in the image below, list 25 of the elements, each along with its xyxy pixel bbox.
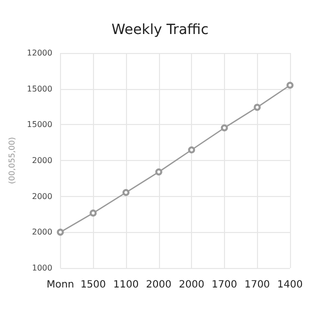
point <box>155 168 162 176</box>
text: 1000 <box>32 264 52 272</box>
y-axis-title: (00,055,00) <box>8 137 16 184</box>
x-tick-label: 1500 <box>80 280 106 290</box>
point <box>254 104 261 111</box>
x-tick-label: 1700 <box>244 280 270 290</box>
point <box>286 82 294 89</box>
text: 15000 <box>26 120 52 130</box>
chart-title: Weekly Traffic <box>111 22 209 38</box>
text: 2000 <box>32 192 52 201</box>
x-tick-label: Monn <box>46 280 74 290</box>
x-tick-label: 1400 <box>277 280 303 290</box>
text: 2000 <box>32 156 52 165</box>
point <box>220 124 228 132</box>
point <box>188 146 196 154</box>
text: 12000 <box>26 48 52 58</box>
x-tick-label: 1100 <box>113 280 139 290</box>
point <box>90 210 97 217</box>
x-tick-label: 1700 <box>212 280 238 290</box>
x-tick-label: 2000 <box>178 280 204 290</box>
text: 2000 <box>32 228 52 237</box>
point <box>122 189 130 196</box>
x-tick-label: 2000 <box>146 280 172 290</box>
point <box>56 228 64 236</box>
text: 15000 <box>26 84 52 94</box>
